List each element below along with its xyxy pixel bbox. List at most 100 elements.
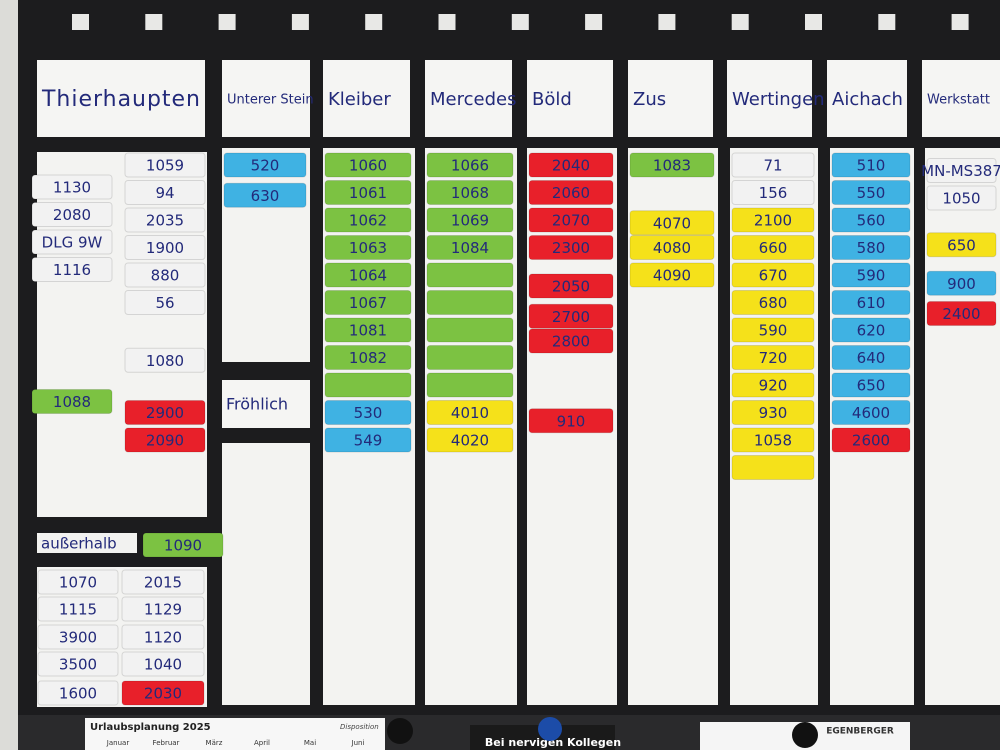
hole [878,14,896,30]
magnet-label: 1080 [146,352,184,370]
magnet [731,455,815,480]
magnet-label: 2800 [552,333,590,351]
magnet-label: 920 [759,377,788,395]
hole [438,14,456,30]
magnet [121,651,205,677]
magnet-label: 1115 [59,601,97,619]
magnet-label: 1062 [349,212,387,230]
magnet-label: 2900 [146,404,184,422]
magnet-label: 610 [857,294,886,312]
magnet [528,152,614,178]
calendar-month: März [206,739,223,747]
magnet [426,180,514,205]
magnet-label: 620 [857,322,886,340]
hole [72,14,89,30]
magnet [426,427,514,453]
magnet [142,532,224,558]
magnet [831,372,911,398]
magnet-label: 2050 [552,278,590,296]
magnet [831,290,911,315]
magnet-label: 660 [759,239,788,257]
magnet [528,303,614,329]
magnet-label: 670 [759,267,788,285]
magnet-label: 630 [251,187,280,205]
magnet-label: 1067 [349,294,387,312]
magnets: 1130 2080 DLG 9W 1116 1088 1059 94 2035 1900 880 5… [31,152,1000,706]
magnet-label: 1900 [146,239,184,257]
magnet [324,152,412,178]
magnet-label: 2015 [144,574,182,592]
magnet [731,235,815,260]
magnet-label: 2030 [144,685,182,703]
calendar-subtitle: Disposition [340,723,379,731]
magnet [124,427,206,453]
calendar-month: April [254,739,270,747]
magnet-label: 650 [857,377,886,395]
magnet-label: 560 [857,212,886,230]
magnet [31,174,113,200]
magnet-label: 549 [354,432,383,450]
magnet-label: 3500 [59,656,97,674]
magnet [121,624,205,650]
magnet-label: 720 [759,349,788,367]
magnet [629,262,715,288]
magnet [731,180,815,205]
magnet [926,232,997,258]
round-magnet [792,722,818,748]
magnet-label: 930 [759,404,788,422]
magnet-label: 4070 [653,214,691,232]
calendar-month: Juni [351,739,365,747]
column-body [925,148,1000,705]
magnet [831,180,911,205]
magnet-label: 4600 [852,404,890,422]
magnet [426,372,514,398]
magnet-label: 1059 [146,157,184,175]
magnet [731,207,815,233]
magnet [831,345,911,370]
magnet [223,182,307,208]
outside-label: außerhalb [41,535,117,553]
magnet-label: 1600 [59,685,97,703]
magnet-label: 2400 [942,305,980,323]
magnet [831,400,911,425]
magnet-label: 1116 [53,261,91,279]
magnet [528,207,614,233]
magnet-label: 1084 [451,239,489,257]
subheader-card [222,380,310,428]
column-body [222,443,310,705]
hole [805,14,822,30]
magnet-label: 1061 [349,184,387,202]
magnet-label: 530 [354,404,383,422]
magnet-label: 1063 [349,239,387,257]
magnet-label: 640 [857,349,886,367]
magnet [124,290,206,315]
magnet [426,400,514,425]
column-header: Wertingen [732,89,825,110]
hole [585,14,603,30]
sign-text: Bei nervigen Kollegen [485,736,621,749]
magnet [124,400,206,425]
column-header: Kleiber [328,89,391,110]
hole [218,14,236,30]
magnet [731,152,815,178]
calendar-months: Januar Februar März April Mai Juni [106,739,365,747]
magnet [31,257,113,282]
magnet-label: 1120 [144,629,182,647]
magnet [37,569,119,595]
magnet [124,180,206,205]
magnet-label: DLG 9W [42,234,103,252]
magnet [324,207,412,233]
magnet [731,290,815,315]
column-header: Zus [633,89,666,110]
magnet [324,372,412,398]
magnet-label: 1090 [164,537,202,555]
magnet [121,569,205,595]
magnet [223,152,307,178]
hole [731,14,749,30]
magnet [528,408,614,434]
magnet-label: 1083 [653,157,691,175]
magnet [324,317,412,343]
magnet-label: 1066 [451,157,489,175]
holes [72,14,969,30]
magnet [629,152,715,178]
